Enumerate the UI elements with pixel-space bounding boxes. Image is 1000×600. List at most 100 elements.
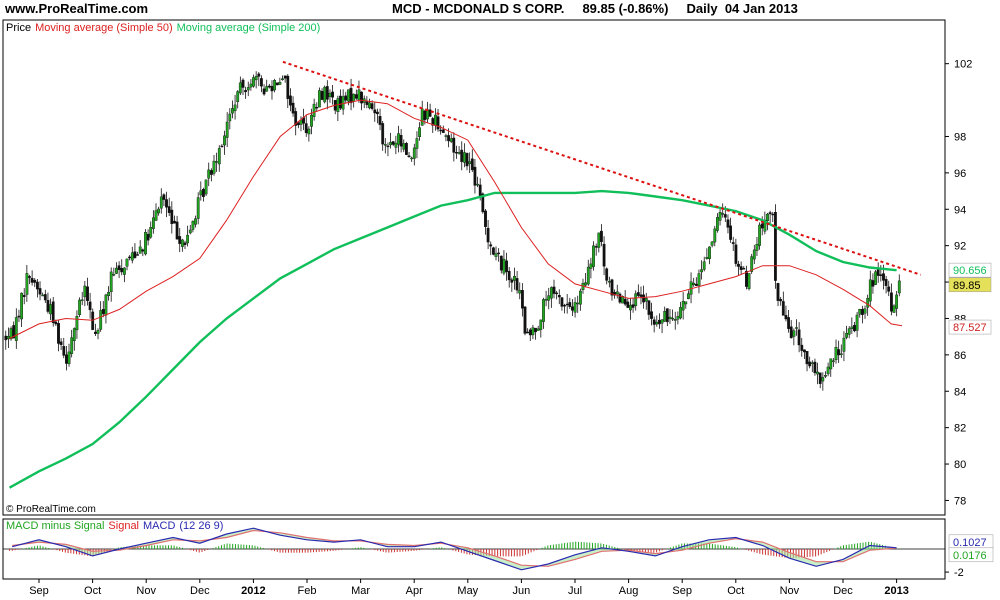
candle-down (623, 298, 627, 305)
candle-up (194, 218, 197, 225)
candle-down (386, 145, 390, 148)
macd-y-axis: -2 (945, 567, 964, 579)
candle-up (502, 258, 506, 274)
candle-up (394, 142, 398, 148)
candle-up (449, 138, 453, 142)
candle-down (93, 331, 97, 334)
candle-up (663, 311, 667, 322)
legend-entry: Moving average (Simple 50) (35, 22, 173, 34)
candle-down (360, 91, 363, 104)
candle-down (407, 155, 411, 158)
candle-up (718, 211, 722, 221)
candle-down (729, 225, 733, 240)
candle-down (33, 279, 37, 283)
candle-down (568, 302, 572, 307)
candle-down (571, 306, 574, 311)
candle-up (592, 245, 595, 267)
price-marker-box (948, 262, 992, 278)
candle-up (75, 316, 79, 331)
legend-entry: Price (6, 22, 31, 34)
candle-up (634, 293, 638, 307)
macd-legend-entry: (12 26 9) (179, 520, 223, 532)
candle-up (676, 316, 680, 320)
chart-frames: 7880828486889092949698102-2SepOctNovDec2… (2, 19, 972, 597)
ma50-line (9, 99, 903, 339)
candle-up (755, 243, 759, 251)
candle-up (215, 161, 218, 163)
site-name[interactable]: www.ProRealTime.com (5, 1, 149, 16)
y-tick-label: 96 (954, 168, 966, 180)
candle-down (618, 293, 622, 303)
candle-down (647, 300, 651, 315)
period: Daily (686, 1, 718, 16)
candle-down (726, 219, 730, 228)
candle-down (46, 300, 50, 312)
candle-up (810, 362, 814, 364)
x-tick-label: Jun (513, 585, 531, 597)
candle-up (151, 217, 155, 229)
candle-down (370, 103, 374, 109)
quote-date: 04 Jan 2013 (724, 1, 798, 16)
candle-up (874, 271, 878, 285)
y-tick-label: 92 (954, 241, 966, 253)
candle-down (658, 319, 661, 325)
y-tick-label: 84 (954, 386, 966, 398)
price-marker-box (948, 319, 992, 335)
x-tick-label: Dec (833, 585, 853, 597)
candle-down (436, 116, 440, 130)
candle-up (586, 266, 590, 285)
candle-up (149, 227, 153, 238)
candle-down (59, 341, 63, 345)
macd-legend-entry: Signal (108, 520, 139, 532)
y-tick-label: 86 (954, 350, 966, 362)
candle-down (244, 90, 247, 93)
candle-up (629, 304, 632, 311)
candle-up (655, 321, 659, 325)
candle-up (130, 252, 134, 261)
candle-down (639, 294, 643, 297)
candle-down (760, 223, 764, 229)
candle-down (737, 263, 740, 267)
watermark: © ProRealTime.com (6, 504, 96, 515)
candle-up (233, 104, 237, 112)
candle-down (320, 90, 324, 100)
candle-down (805, 351, 809, 365)
candle-down (365, 101, 369, 105)
candle-up (357, 89, 361, 101)
candle-down (241, 79, 245, 88)
candle-down (428, 109, 432, 117)
candle-down (167, 206, 171, 213)
candle-up (310, 114, 313, 127)
candle-down (399, 134, 403, 147)
legend-entry: Moving average (Simple 200) (177, 22, 321, 34)
candle-up (278, 81, 282, 85)
candle-down (260, 78, 263, 87)
candle-up (99, 310, 103, 330)
candle-up (20, 292, 23, 320)
candle-down (54, 321, 58, 325)
y-tick-label: 82 (954, 423, 966, 435)
candle-down (325, 86, 329, 100)
candle-up (402, 143, 406, 150)
x-tick-label: Dec (190, 585, 210, 597)
candle-down (771, 213, 775, 216)
candle-down (528, 329, 532, 336)
candle-down (515, 278, 519, 291)
candle-down (797, 329, 801, 346)
candle-down (526, 331, 530, 334)
candle-up (542, 299, 545, 322)
candle-down (610, 279, 614, 296)
macd-marker-label: 0.0176 (953, 550, 987, 562)
candle-down (613, 292, 617, 296)
candle-down (492, 247, 495, 255)
candle-down (86, 286, 89, 302)
candle-up (747, 273, 751, 289)
candle-down (209, 170, 213, 175)
candle-up (660, 319, 664, 324)
candle-down (146, 233, 150, 241)
macd-signal-line (12, 529, 897, 567)
candle-down (789, 326, 793, 339)
candle-down (91, 311, 95, 330)
candle-up (207, 169, 211, 179)
